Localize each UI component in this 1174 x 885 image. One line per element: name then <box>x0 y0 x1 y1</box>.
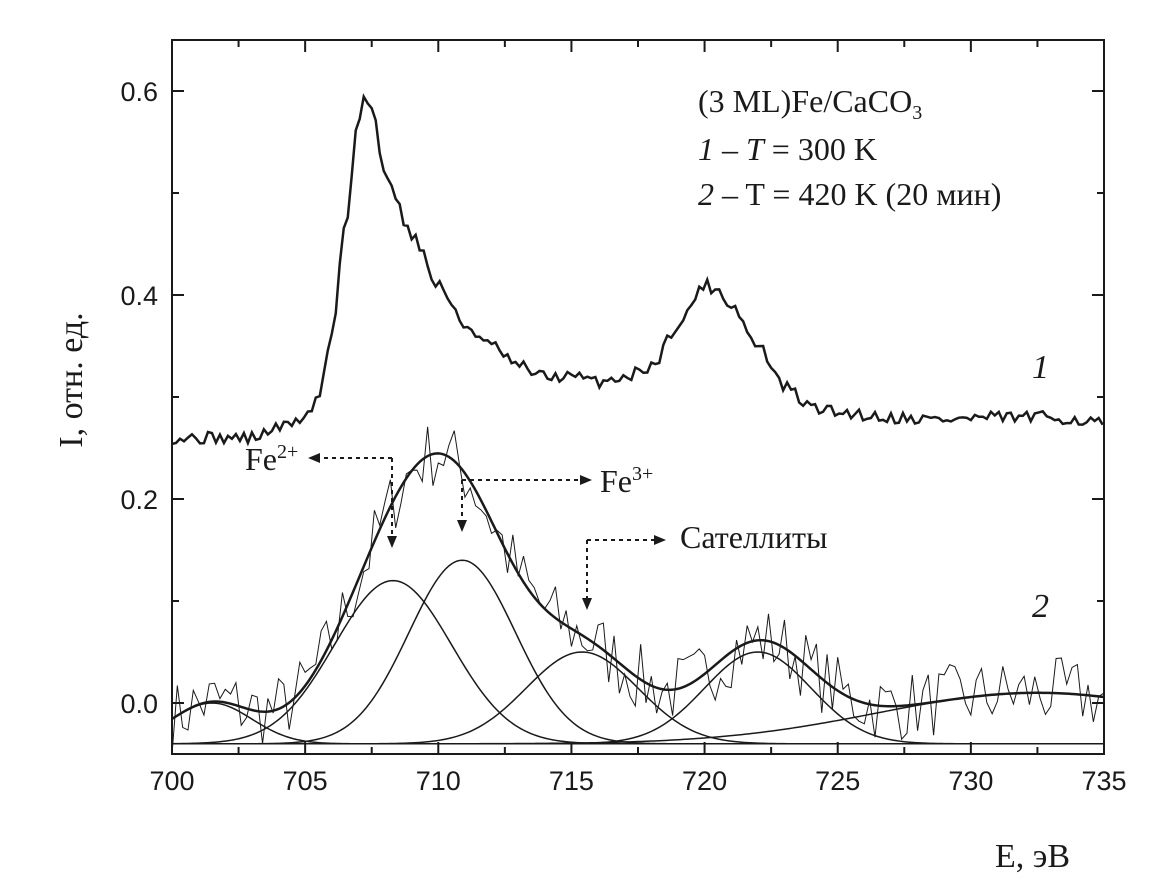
curve-label-2: 2 <box>1032 588 1049 625</box>
y-tick-label: 0.2 <box>120 485 158 515</box>
curve-label-1: 1 <box>1032 349 1049 386</box>
fe3-arrowhead-down <box>457 520 467 532</box>
annotation-fe2-base: Fe <box>245 441 277 477</box>
legend-line-2: 2 – T = 420 K (20 мин) <box>698 176 1001 212</box>
y-tick-label: 0.6 <box>120 77 158 107</box>
fit-component-curve <box>172 559 1104 745</box>
x-tick-label: 725 <box>815 766 860 796</box>
legend-sample-subscript: 3 <box>912 102 922 124</box>
fit-component-curve <box>171 579 1104 745</box>
series-2-raw-curve <box>171 426 1105 755</box>
legend-line-1-dash: – <box>714 131 746 167</box>
legend-line-2-num: 2 <box>698 176 714 212</box>
y-axis-title: I, отн. ед. <box>53 312 90 447</box>
fe3-arrowhead-right <box>580 475 592 485</box>
x-tick-label: 730 <box>948 766 993 796</box>
x-tick-label: 705 <box>283 766 328 796</box>
y-tick-label: 0.4 <box>120 281 158 311</box>
x-tick-label: 735 <box>1081 766 1126 796</box>
x-axis-ticks: 700 705 710 715 720 725 730 735 <box>149 40 1127 796</box>
satellites-arrowhead-right <box>654 535 666 545</box>
fit-component-curve <box>171 702 1104 745</box>
legend-sample: (3 ML)Fe/CaCO3 <box>698 83 922 124</box>
legend-line-1-rest: = 300 K <box>764 131 877 167</box>
y-axis-ticks: 0.0 0.2 0.4 0.6 <box>120 77 1104 719</box>
legend-line-1-var: T <box>746 131 766 167</box>
annotation-fe2: Fe2+ <box>245 441 298 477</box>
annotation-arrowheads <box>308 453 666 610</box>
x-tick-label: 710 <box>416 766 461 796</box>
legend-line-1-num: 1 <box>698 131 714 167</box>
x-tick-label: 720 <box>682 766 727 796</box>
annotations <box>318 457 654 600</box>
annotation-satellites: Сателлиты <box>680 519 827 555</box>
x-axis-title: E, эВ <box>995 838 1070 875</box>
fe2-arrowhead-left <box>308 453 320 463</box>
legend-sample-text: (3 ML)Fe/CaCO <box>698 83 912 119</box>
satellites-arrowhead-down <box>582 598 592 610</box>
y-tick-label: 0.0 <box>120 689 158 719</box>
series-1-curve <box>171 93 1104 447</box>
series-group <box>171 93 1105 755</box>
fe2-arrowhead-down <box>387 536 397 548</box>
x-tick-label: 715 <box>549 766 594 796</box>
annotation-fe3-sup: 3+ <box>632 463 653 485</box>
legend-line-1: 1 – T = 300 K <box>698 131 877 167</box>
x-tick-label: 700 <box>149 766 194 796</box>
annotation-fe2-sup: 2+ <box>277 441 298 463</box>
plot-frame <box>171 39 1105 755</box>
annotation-fe3-base: Fe <box>600 463 632 499</box>
legend: (3 ML)Fe/CaCO3 1 – T = 300 K 2 – T = 420… <box>698 83 1001 212</box>
legend-line-2-rest: – T = 420 K (20 мин) <box>714 176 1001 212</box>
annotation-fe3: Fe3+ <box>600 463 653 499</box>
